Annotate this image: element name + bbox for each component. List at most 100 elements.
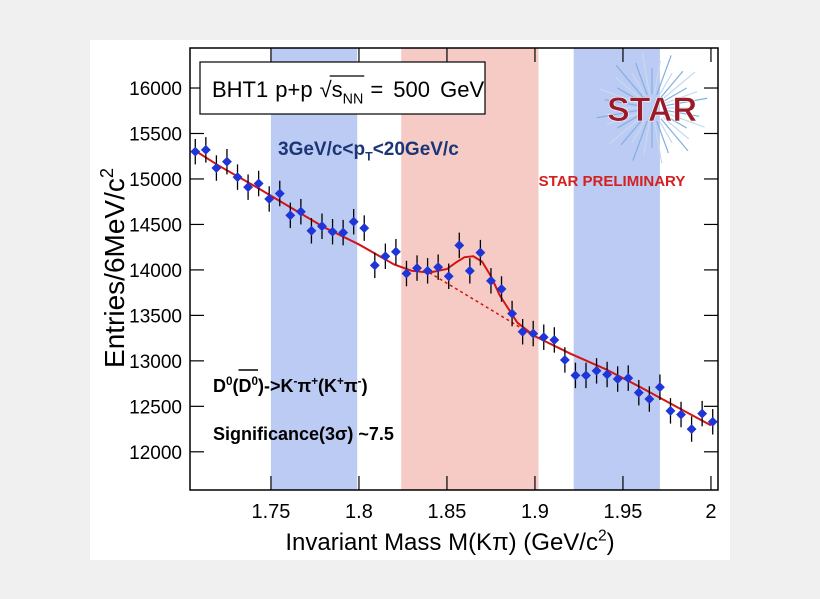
- decay-label-part: D: [213, 376, 226, 396]
- x-tick-label: 1.75: [251, 501, 290, 523]
- y-tick-label: 12000: [129, 443, 182, 464]
- mass-band: [270, 48, 358, 490]
- logo-ray: [632, 120, 648, 161]
- data-point: [359, 223, 370, 234]
- data-point: [401, 268, 412, 279]
- logo-ray: [615, 64, 644, 98]
- data-point: [475, 247, 486, 258]
- decay-label-part: -: [358, 375, 362, 388]
- y-axis-title: Entries/6MeV/c2: [97, 168, 130, 368]
- logo-ray: [596, 109, 639, 119]
- x-tick-label: 1.9: [521, 501, 549, 523]
- data-point: [412, 263, 422, 274]
- logo-ray: [660, 70, 684, 98]
- logo-ray: [643, 121, 651, 156]
- logo-ray: [653, 121, 663, 164]
- data-point: [348, 216, 359, 227]
- label-box-text-part: s: [332, 77, 343, 102]
- x-tick-label: 1.8: [345, 501, 373, 523]
- logo-ray: [606, 112, 640, 125]
- data-point: [380, 251, 391, 262]
- data-point: [697, 408, 708, 419]
- logo-ray: [641, 52, 651, 95]
- data-point: [464, 265, 475, 276]
- logo: STAR: [607, 91, 697, 129]
- decay-label-part: (K: [318, 376, 337, 396]
- x-axis-title: Invariant Mass M(Kπ) (GeV/c2): [285, 527, 614, 556]
- data-point: [317, 221, 327, 232]
- data-point: [200, 144, 211, 155]
- significance-label: Significance(3σ) ~7.5: [213, 424, 394, 444]
- decay-label-part: D: [239, 376, 252, 396]
- data-point: [232, 172, 243, 183]
- data-point: [486, 275, 496, 286]
- y-axis-title-part: Entries/6MeV/c: [99, 178, 130, 368]
- label-box-text-part: NN: [343, 92, 364, 108]
- data-point: [295, 206, 306, 217]
- data-point: [676, 409, 686, 420]
- decay-label-part: +: [337, 375, 344, 388]
- data-point: [285, 210, 296, 221]
- decay-label-part: )->K: [258, 376, 294, 396]
- data-point: [433, 262, 444, 273]
- data-point: [306, 225, 317, 236]
- logo-ray: [656, 120, 669, 154]
- data-point: [243, 182, 254, 193]
- data-point: [454, 240, 465, 251]
- decay-label-part: ): [362, 376, 368, 396]
- logo-ray: [631, 119, 646, 143]
- data-point: [602, 369, 613, 380]
- decay-label: D0(D0)->K-π+(K+π-): [213, 375, 368, 396]
- data-point: [654, 382, 665, 393]
- data-point: [612, 374, 623, 384]
- logo-ray: [617, 87, 641, 102]
- x-axis-title-part: ): [607, 529, 615, 556]
- label-box-text-part: √: [320, 77, 333, 102]
- logo-ray: [664, 112, 705, 128]
- data-point: [686, 424, 697, 435]
- data-point: [559, 354, 570, 365]
- y-tick-label: 14000: [129, 261, 182, 282]
- y-tick-label: 14500: [129, 215, 182, 236]
- data-point: [222, 156, 232, 167]
- y-tick-label: 15000: [129, 170, 182, 191]
- data-point: [253, 178, 264, 189]
- data-point: [211, 163, 222, 173]
- logo-ray: [653, 60, 661, 95]
- logo-ray: [663, 114, 687, 129]
- y-tick-label: 13500: [129, 306, 182, 327]
- data-point: [707, 416, 718, 427]
- decay-label-part: -: [294, 375, 298, 388]
- data-point: [274, 188, 285, 199]
- data-point: [390, 246, 401, 257]
- x-tick-label: 1.85: [427, 501, 466, 523]
- data-point: [422, 265, 433, 276]
- logo-ray: [664, 91, 698, 104]
- logo-ray: [635, 62, 648, 96]
- logo-ray: [662, 71, 696, 100]
- data-point: [633, 387, 644, 398]
- logo-ray: [656, 55, 672, 96]
- data-point: [623, 373, 634, 384]
- pt-range: 3GeV/c<pT<20GeV/c: [278, 139, 459, 164]
- label-box: [199, 61, 486, 115]
- data-point: [665, 405, 676, 416]
- data-point: [443, 271, 454, 282]
- data-point: [549, 334, 560, 345]
- data-point: [327, 226, 338, 237]
- y-tick-label: 13000: [129, 352, 182, 373]
- y-tick-label: 16000: [129, 79, 182, 100]
- data-point: [538, 332, 549, 343]
- logo-ray: [658, 73, 673, 97]
- fit-background: [428, 271, 536, 337]
- pt-range-part: <20GeV/c: [373, 139, 460, 160]
- plot-frame: [189, 47, 719, 491]
- y-tick-label: 12500: [129, 397, 182, 418]
- logo-ray: [620, 118, 644, 146]
- data-point: [528, 328, 539, 339]
- x-tick-label: 1.95: [603, 501, 642, 523]
- logo-ray: [631, 73, 646, 97]
- logo-ray: [660, 118, 689, 152]
